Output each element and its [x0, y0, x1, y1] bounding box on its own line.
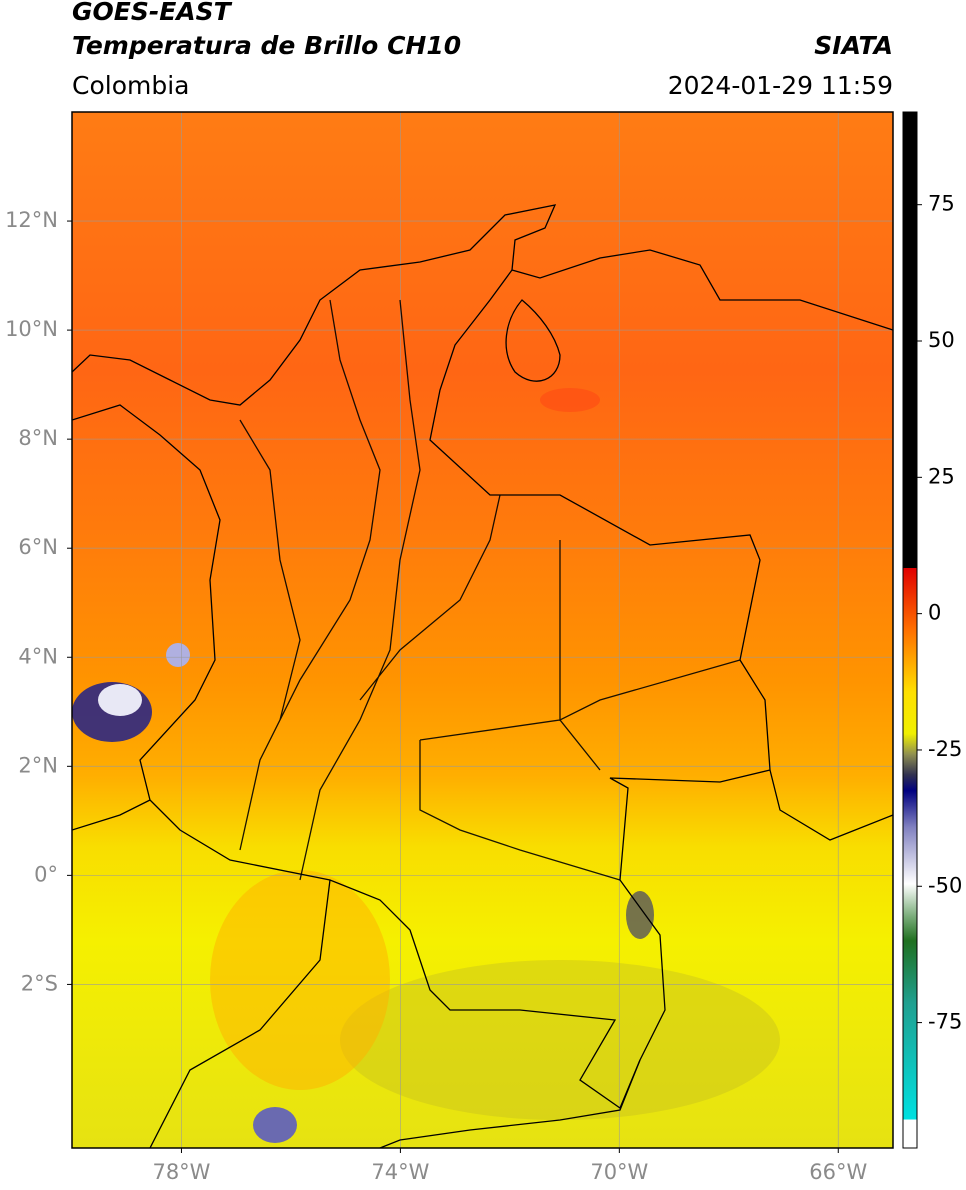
- ecuador-border: [72, 799, 331, 1148]
- warm-area: [540, 388, 600, 412]
- map-panel: [72, 112, 893, 1148]
- lon-tick-label: 66°W: [809, 1160, 867, 1184]
- cold-cloud: [626, 891, 654, 939]
- colorbar-tick-label: -75: [928, 1010, 962, 1034]
- map-frame: [71, 111, 894, 1149]
- cold-cloud: [253, 1107, 297, 1143]
- lat-tick-label: 8°N: [18, 426, 58, 450]
- lat-tick-label: 2°S: [21, 971, 58, 995]
- cloud-area: [340, 960, 780, 1120]
- colorbar-tick-label: 75: [928, 192, 955, 216]
- lat-tick-label: 0°: [34, 862, 58, 886]
- department-borders: [239, 299, 741, 881]
- cold-cloud: [98, 684, 142, 716]
- colorbar-tick-label: 50: [928, 328, 955, 352]
- colorbar-tick-label: 25: [928, 464, 955, 488]
- lon-tick-label: 74°W: [371, 1160, 429, 1184]
- satellite-title: GOES-EAST: [72, 0, 233, 26]
- peru-border: [379, 1059, 641, 1148]
- lon-tick-label: 78°W: [152, 1160, 210, 1184]
- colorbar: [902, 111, 918, 1149]
- datetime-label: 2024-01-29 11:59: [668, 71, 893, 100]
- warm-area: [210, 870, 390, 1090]
- lake-maracaibo: [505, 299, 561, 382]
- lat-tick-label: 10°N: [5, 317, 58, 341]
- coastline: [72, 204, 893, 406]
- lat-tick-label: 4°N: [18, 644, 58, 668]
- colombia-border: [72, 269, 893, 1109]
- region-label: Colombia: [72, 71, 189, 100]
- product-title: Temperatura de Brillo CH10: [72, 31, 461, 60]
- brightness-field: [72, 112, 893, 1148]
- lat-tick-label: 6°N: [18, 535, 58, 559]
- colorbar-tick-label: 0: [928, 601, 941, 625]
- cold-cloud: [166, 643, 190, 667]
- lat-tick-label: 2°N: [18, 753, 58, 777]
- colorbar-tick-label: -25: [928, 737, 962, 761]
- colorbar-tick-label: -50: [928, 873, 962, 897]
- source-label: SIATA: [814, 31, 893, 60]
- lat-tick-label: 12°N: [5, 208, 58, 232]
- lon-tick-label: 70°W: [590, 1160, 648, 1184]
